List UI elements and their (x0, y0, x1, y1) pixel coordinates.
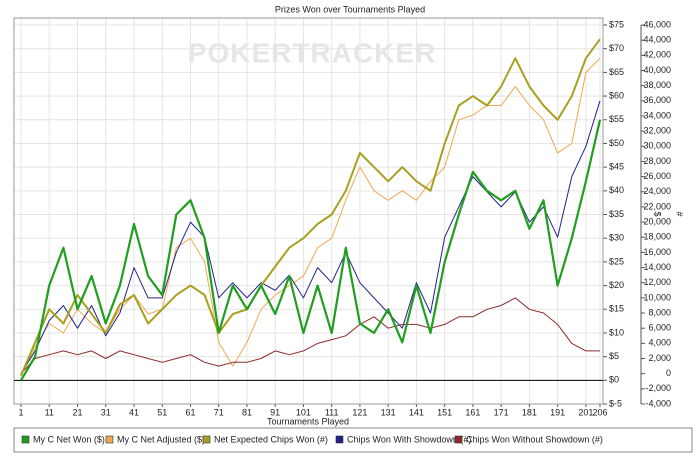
y2-axis-label: # (675, 211, 685, 216)
x-tick-label: 71 (214, 407, 224, 417)
x-tick-label: 141 (409, 407, 424, 417)
y2-tick-label: 22,000 (643, 201, 671, 211)
data-line (20, 297, 600, 375)
data-line (20, 57, 601, 376)
y2-tick-label: 34,000 (643, 110, 671, 120)
y-tick-label: $0 (609, 375, 619, 385)
x-tick-label: 81 (242, 407, 252, 417)
y2-tick-label: 44,000 (643, 35, 671, 45)
y2-tick-label: 38,000 (643, 80, 671, 90)
legend-swatch (335, 435, 344, 444)
y-tick-label: $35 (609, 209, 624, 219)
legend-box (13, 427, 693, 453)
y2-tick-label: 8,000 (648, 307, 671, 317)
y2-tick-label: 20,000 (643, 216, 671, 226)
y2-tick-label: 36,000 (643, 95, 671, 105)
legend-label: Net Expected Chips Won (#) (214, 434, 328, 444)
data-line (20, 100, 601, 374)
x-tick-label: 1 (18, 407, 23, 417)
y2-tick-label: 14,000 (643, 262, 671, 272)
y-tick-label: $40 (609, 185, 624, 195)
x-tick-label: 161 (465, 407, 480, 417)
x-tick-label: 11 (45, 407, 54, 417)
x-tick-label: 121 (352, 407, 367, 417)
watermark: POKERTRACKER (188, 37, 436, 68)
y2-tick-label: 28,000 (643, 156, 671, 166)
x-tick-label: 181 (522, 407, 537, 417)
legend-swatch (454, 435, 463, 444)
x-tick-label: 191 (550, 407, 565, 417)
x-tick-label: 206 (592, 407, 607, 417)
y-tick-label: $70 (609, 43, 624, 53)
x-tick-label: 41 (129, 407, 139, 417)
y2-tick-label: 46,000 (643, 19, 671, 29)
x-tick-label: 91 (270, 407, 280, 417)
x-tick-label: 171 (494, 407, 509, 417)
legend-swatch (202, 435, 211, 444)
y2-tick-label: 16,000 (643, 247, 671, 257)
y2-tick-label: 18,000 (643, 232, 671, 242)
y2-tick-label: 40,000 (643, 65, 671, 75)
plot-frame (13, 17, 604, 405)
x-tick-label: 151 (437, 407, 452, 417)
y2-tick-label: 4,000 (648, 338, 671, 348)
x-tick-label: 201 (578, 407, 593, 417)
x-tick-label: 131 (381, 407, 396, 417)
y2-tick-label: 24,000 (643, 186, 671, 196)
legend-label: Chips Won Without Showdown (#) (466, 434, 603, 444)
y-tick-label: $-5 (609, 398, 622, 408)
y-tick-label: $65 (609, 67, 624, 77)
y-tick-label: $75 (609, 19, 624, 29)
legend-label: Chips Won With Showdown (#) (347, 434, 471, 444)
y2-tick-label: 10,000 (643, 292, 671, 302)
y2-tick-label: 12,000 (643, 277, 671, 287)
y2-tick-label: 32,000 (643, 125, 671, 135)
y2-tick-label: 30,000 (643, 141, 671, 151)
legend-label: My C Net Won ($) (33, 434, 105, 444)
data-line (20, 119, 602, 381)
data-line (20, 38, 601, 376)
legend-swatch (21, 435, 30, 444)
x-tick-label: 21 (72, 407, 82, 417)
x-tick-label: 51 (157, 407, 167, 417)
y2-tick-label: 0 (666, 368, 671, 378)
x-tick-label: 101 (296, 407, 311, 417)
y-tick-label: $45 (609, 162, 624, 172)
y-tick-label: $55 (609, 114, 624, 124)
x-tick-label: 31 (101, 407, 111, 417)
y2-tick-label: 6,000 (648, 323, 671, 333)
y-tick-label: $60 (609, 90, 624, 100)
x-axis-label: Tournaments Played (267, 416, 349, 426)
y-tick-label: $50 (609, 138, 624, 148)
y-tick-label: $15 (609, 304, 624, 314)
x-tick-label: 111 (325, 407, 339, 417)
y-tick-label: $25 (609, 256, 624, 266)
y-axis-label: $ (653, 211, 663, 216)
y2-tick-label: 42,000 (643, 50, 671, 60)
x-tick-label: 61 (185, 407, 195, 417)
legend-swatch (105, 435, 114, 444)
y-tick-label: $5 (609, 351, 619, 361)
y2-tick-label: 2,000 (648, 353, 671, 363)
y2-tick-label: -4,000 (645, 398, 671, 408)
y-tick-label: $10 (609, 327, 624, 337)
y2-tick-label: -2,000 (645, 383, 671, 393)
legend-label: My C Net Adjusted ($) (117, 434, 205, 444)
y2-tick-label: 26,000 (643, 171, 671, 181)
chart-title: Prizes Won over Tournaments Played (275, 4, 425, 14)
y-tick-label: $20 (609, 280, 624, 290)
y-tick-label: $30 (609, 233, 624, 243)
